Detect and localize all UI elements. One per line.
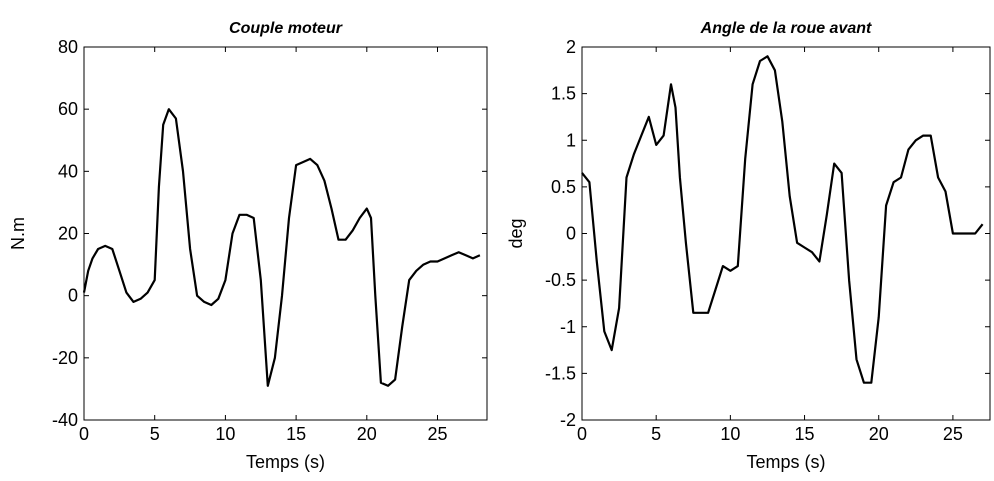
plot-frame — [83, 46, 488, 421]
x-tick-label: 20 — [357, 424, 377, 444]
series-line — [82, 108, 481, 387]
y-tick-label: 0.5 — [551, 177, 576, 197]
y-tick-label: -2 — [560, 410, 576, 430]
x-tick-label: 5 — [150, 424, 160, 444]
y-tick-label: -40 — [52, 410, 78, 430]
x-tick-label: 25 — [943, 424, 963, 444]
series-lines — [581, 55, 984, 384]
y-tick-label: 1.5 — [551, 84, 576, 104]
x-tick-label: 10 — [720, 424, 740, 444]
x-axis-label: Temps (s) — [246, 452, 325, 472]
y-tick-label: 40 — [58, 161, 78, 181]
y-tick-label: 80 — [58, 37, 78, 57]
y-tick-label: -1 — [560, 317, 576, 337]
y-tick-label: 0 — [68, 286, 78, 306]
x-tick-label: 15 — [795, 424, 815, 444]
chart-title: Angle de la roue avant — [700, 20, 872, 37]
x-tick-label: 10 — [215, 424, 235, 444]
x-tick-label: 15 — [286, 424, 306, 444]
ticks: 0 5 10 15 20 25 -2 -1.5 -1 -0.5 0 0.5 1 1.5 2 — [545, 37, 990, 444]
series-lines — [82, 108, 481, 387]
y-axis-label: deg — [506, 218, 526, 248]
x-axis-label: Temps (s) — [746, 452, 825, 472]
y-tick-label: 0 — [566, 224, 576, 244]
x-tick-label: 20 — [869, 424, 889, 444]
y-tick-label: 2 — [566, 37, 576, 57]
series-line — [581, 55, 984, 384]
chart-couple-moteur: Couple moteur Temps (s) N.m 0 5 10 15 20 25 -4… — [8, 20, 488, 472]
y-tick-label: -20 — [52, 348, 78, 368]
chart-angle-roue-avant: Angle de la roue avant Temps (s) deg 0 5 1… — [506, 20, 991, 472]
plot-frame — [581, 46, 991, 421]
y-tick-label: 20 — [58, 224, 78, 244]
x-tick-label: 0 — [79, 424, 89, 444]
y-tick-label: 1 — [566, 130, 576, 150]
y-axis-label: N.m — [8, 217, 28, 250]
x-tick-label: 25 — [427, 424, 447, 444]
y-tick-label: -1.5 — [545, 363, 576, 383]
chart-title: Couple moteur — [229, 20, 343, 37]
y-tick-label: 60 — [58, 99, 78, 119]
x-tick-label: 5 — [651, 424, 661, 444]
ticks: 0 5 10 15 20 25 -40 -20 0 20 40 60 80 — [52, 37, 487, 444]
y-tick-label: -0.5 — [545, 270, 576, 290]
x-tick-label: 0 — [577, 424, 587, 444]
